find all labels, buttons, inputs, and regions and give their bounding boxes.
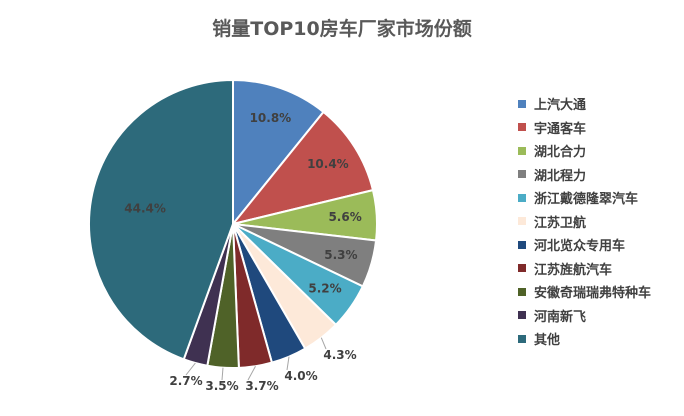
legend-item: 河北览众专用车	[518, 233, 678, 257]
data-label: 2.7%	[169, 374, 202, 388]
legend-item: 安徽奇瑞瑞弗特种车	[518, 280, 678, 304]
data-label: 3.7%	[245, 379, 278, 393]
legend-label: 浙江戴德隆翠汽车	[534, 192, 639, 208]
data-label: 5.2%	[308, 282, 341, 296]
legend-label: 江苏卫航	[534, 215, 587, 231]
legend-item: 宇通客车	[518, 116, 678, 140]
legend-label: 宇通客车	[534, 121, 587, 137]
legend-item: 其他	[518, 327, 678, 351]
data-label: 5.3%	[324, 248, 357, 262]
leader-line	[247, 365, 256, 381]
legend-item: 湖北合力	[518, 139, 678, 163]
leader-line	[286, 356, 290, 371]
data-label: 4.3%	[323, 348, 356, 362]
legend-label: 上汽大通	[534, 98, 587, 114]
legend-label: 其他	[534, 333, 561, 349]
leader-line	[221, 367, 224, 381]
legend-item: 浙江戴德隆翠汽车	[518, 186, 678, 210]
data-label: 5.6%	[328, 210, 361, 224]
data-label: 10.8%	[250, 111, 292, 125]
data-label: 3.5%	[205, 379, 238, 393]
legend-label: 湖北合力	[534, 145, 587, 161]
legend-swatch	[518, 311, 526, 320]
legend-swatch	[518, 240, 526, 249]
pie-slice	[232, 78, 325, 227]
legend-label: 江苏旌航汽车	[534, 262, 613, 278]
legend-swatch	[518, 287, 526, 296]
legend-item: 江苏卫航	[518, 210, 678, 234]
legend-swatch	[518, 146, 526, 155]
legend-item: 湖北程力	[518, 163, 678, 187]
data-label: 4.0%	[284, 369, 317, 383]
data-label: 44.4%	[124, 202, 166, 216]
pie-slice	[87, 78, 234, 361]
legend-swatch	[518, 193, 526, 202]
legend-label: 河北览众专用车	[534, 239, 626, 255]
data-label: 10.4%	[307, 157, 349, 171]
legend-swatch	[518, 334, 526, 343]
leader-line	[185, 362, 196, 376]
legend-swatch	[518, 170, 526, 179]
legend-label: 安徽奇瑞瑞弗特种车	[534, 286, 652, 302]
legend: 上汽大通宇通客车湖北合力湖北程力浙江戴德隆翠汽车 江苏卫航河北览众专用车 江苏旌航汽…	[518, 92, 678, 351]
chart-title: 销量TOP10房车厂家市场份额	[212, 18, 472, 40]
legend-item: 江苏旌航汽车	[518, 257, 678, 281]
legend-swatch	[518, 217, 526, 226]
legend-item: 河南新飞	[518, 304, 678, 328]
legend-label: 河南新飞	[534, 309, 587, 325]
leader-line	[320, 337, 327, 350]
legend-label: 湖北程力	[534, 168, 587, 184]
pie-slice	[230, 110, 375, 226]
legend-swatch	[518, 264, 526, 273]
legend-swatch	[518, 123, 526, 132]
legend-swatch	[518, 99, 526, 108]
legend-item: 上汽大通	[518, 92, 678, 116]
